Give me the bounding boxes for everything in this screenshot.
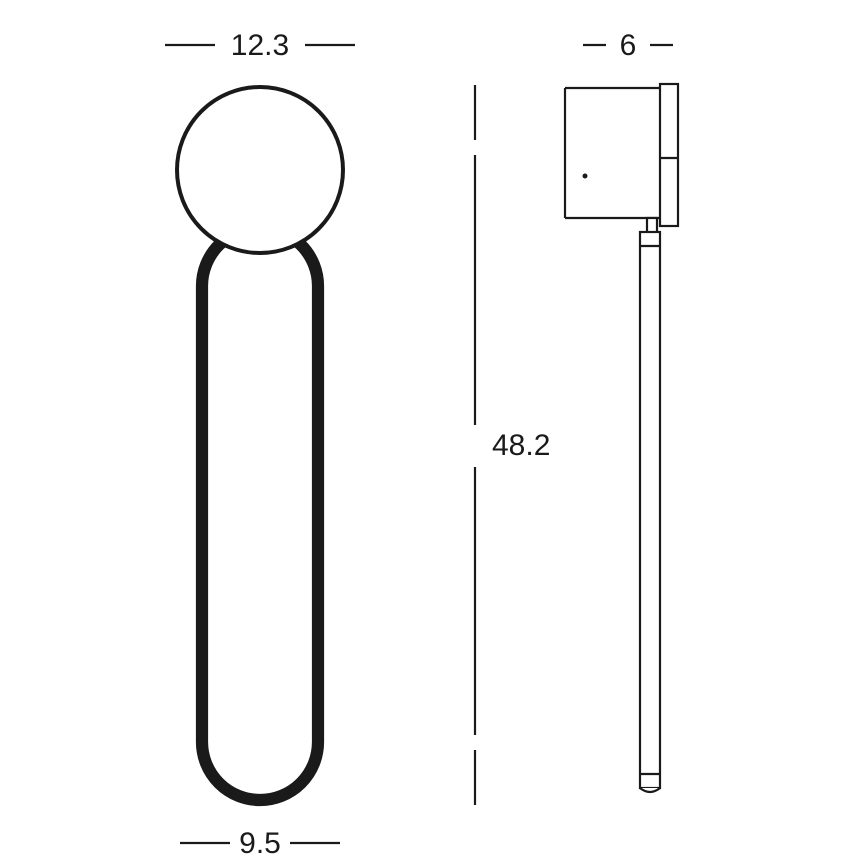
- front-stadium-ring: [197, 223, 323, 805]
- side-backplate: [565, 88, 660, 218]
- svg-text:9.5: 9.5: [239, 827, 281, 860]
- svg-text:6: 6: [620, 29, 637, 62]
- side-screw: [583, 174, 588, 179]
- svg-text:48.2: 48.2: [492, 429, 550, 462]
- front-globe: [177, 87, 343, 253]
- front-stadium-inner: [207, 233, 313, 795]
- technical-drawing: 12.3 6 9.5 48.2: [0, 0, 868, 868]
- side-stem: [640, 232, 660, 788]
- svg-text:12.3: 12.3: [231, 29, 289, 62]
- front-stadium-outer: [197, 223, 323, 805]
- side-frontplate: [660, 84, 678, 226]
